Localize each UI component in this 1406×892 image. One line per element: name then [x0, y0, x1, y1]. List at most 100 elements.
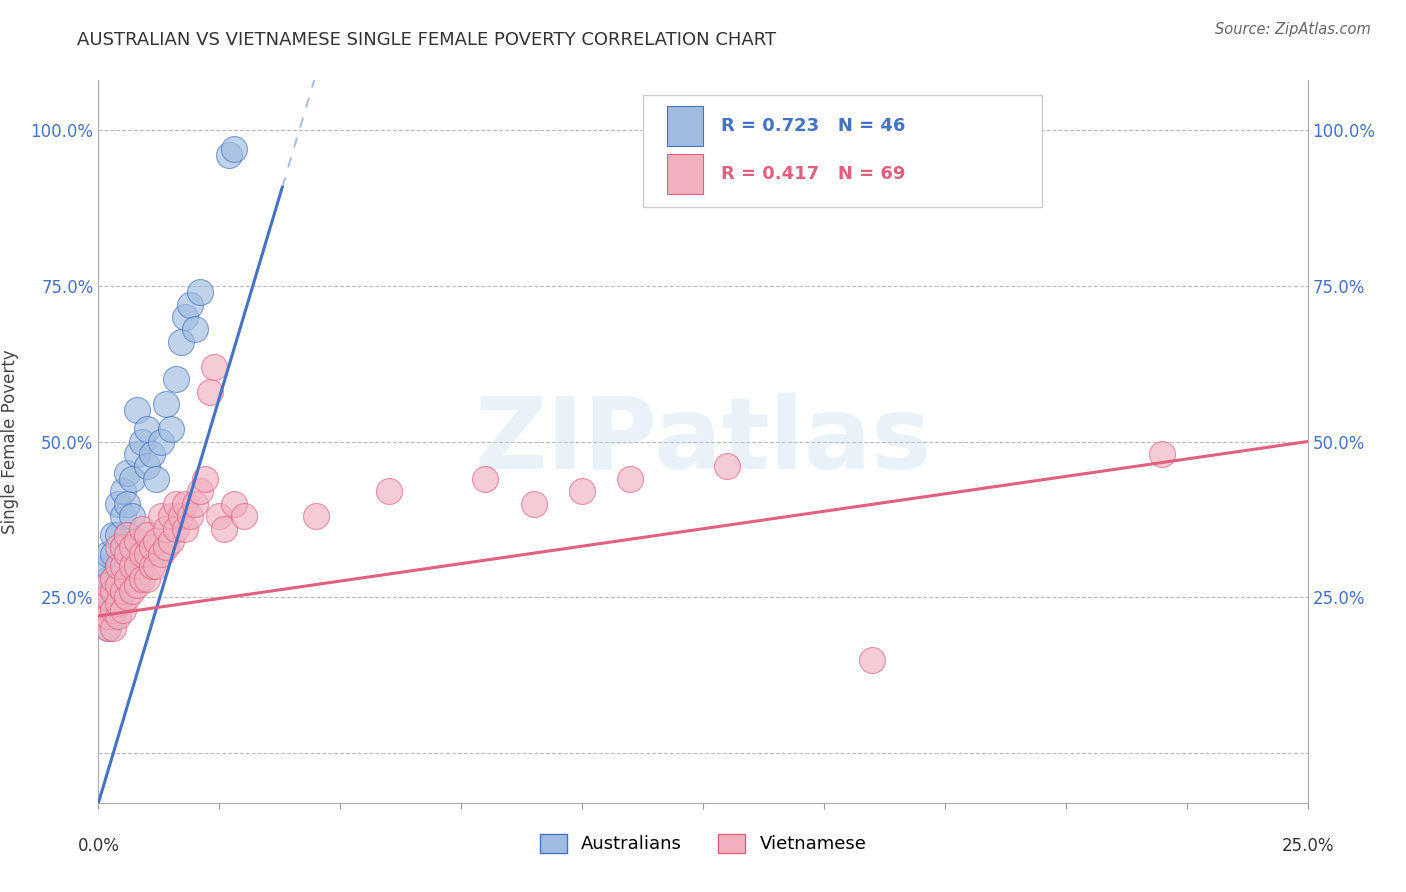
- Point: [111, 559, 134, 574]
- Point: [97, 621, 120, 635]
- Point: [117, 559, 139, 574]
- Point: [111, 603, 134, 617]
- Point: [117, 497, 139, 511]
- Point: [145, 472, 167, 486]
- Point: [111, 584, 134, 599]
- Point: [127, 559, 149, 574]
- Point: [111, 572, 134, 586]
- Point: [150, 434, 173, 449]
- Point: [135, 572, 157, 586]
- Point: [145, 559, 167, 574]
- Point: [97, 621, 120, 635]
- Point: [179, 509, 201, 524]
- Point: [571, 484, 593, 499]
- Point: [218, 148, 240, 162]
- Point: [198, 384, 221, 399]
- Point: [860, 652, 883, 666]
- Point: [91, 597, 114, 611]
- Point: [188, 285, 211, 299]
- Point: [131, 434, 153, 449]
- Point: [117, 528, 139, 542]
- Point: [107, 609, 129, 624]
- Text: AUSTRALIAN VS VIETNAMESE SINGLE FEMALE POVERTY CORRELATION CHART: AUSTRALIAN VS VIETNAMESE SINGLE FEMALE P…: [77, 31, 776, 49]
- Point: [127, 578, 149, 592]
- Point: [111, 541, 134, 555]
- Point: [160, 534, 183, 549]
- Point: [117, 572, 139, 586]
- FancyBboxPatch shape: [666, 106, 703, 145]
- Point: [91, 597, 114, 611]
- Point: [107, 559, 129, 574]
- Point: [174, 310, 197, 324]
- Point: [107, 528, 129, 542]
- Point: [212, 522, 235, 536]
- Point: [101, 603, 124, 617]
- Point: [97, 578, 120, 592]
- Point: [101, 584, 124, 599]
- Point: [121, 509, 143, 524]
- Point: [141, 559, 163, 574]
- Y-axis label: Single Female Poverty: Single Female Poverty: [1, 350, 20, 533]
- Point: [101, 547, 124, 561]
- Point: [135, 547, 157, 561]
- Point: [208, 509, 231, 524]
- Point: [91, 609, 114, 624]
- Point: [101, 528, 124, 542]
- Point: [121, 472, 143, 486]
- Point: [141, 447, 163, 461]
- Point: [155, 397, 177, 411]
- Point: [121, 559, 143, 574]
- Point: [101, 621, 124, 635]
- Point: [474, 472, 496, 486]
- Point: [111, 541, 134, 555]
- Point: [107, 497, 129, 511]
- Point: [135, 422, 157, 436]
- FancyBboxPatch shape: [643, 95, 1042, 207]
- Point: [121, 547, 143, 561]
- Point: [117, 547, 139, 561]
- Point: [117, 466, 139, 480]
- Point: [111, 509, 134, 524]
- Point: [91, 584, 114, 599]
- Point: [377, 484, 399, 499]
- Point: [165, 522, 187, 536]
- Point: [101, 572, 124, 586]
- Point: [160, 422, 183, 436]
- Point: [1152, 447, 1174, 461]
- Point: [111, 484, 134, 499]
- Point: [97, 591, 120, 605]
- Point: [97, 572, 120, 586]
- Text: 0.0%: 0.0%: [77, 837, 120, 855]
- Point: [107, 559, 129, 574]
- Point: [305, 509, 328, 524]
- Point: [716, 459, 738, 474]
- Text: 25.0%: 25.0%: [1281, 837, 1334, 855]
- Point: [155, 541, 177, 555]
- Point: [131, 522, 153, 536]
- Point: [117, 591, 139, 605]
- Point: [131, 572, 153, 586]
- Point: [150, 509, 173, 524]
- Point: [184, 497, 207, 511]
- Point: [107, 591, 129, 605]
- Point: [97, 559, 120, 574]
- Point: [165, 497, 187, 511]
- Point: [165, 372, 187, 386]
- Point: [188, 484, 211, 499]
- Text: Source: ZipAtlas.com: Source: ZipAtlas.com: [1215, 22, 1371, 37]
- Point: [97, 609, 120, 624]
- Text: R = 0.417   N = 69: R = 0.417 N = 69: [721, 165, 905, 183]
- Point: [174, 522, 197, 536]
- Point: [121, 584, 143, 599]
- Point: [141, 541, 163, 555]
- Point: [222, 497, 245, 511]
- Point: [160, 509, 183, 524]
- Point: [121, 541, 143, 555]
- Point: [169, 509, 191, 524]
- Point: [145, 534, 167, 549]
- Point: [150, 547, 173, 561]
- Point: [127, 447, 149, 461]
- Point: [179, 297, 201, 311]
- Point: [184, 322, 207, 336]
- Point: [135, 459, 157, 474]
